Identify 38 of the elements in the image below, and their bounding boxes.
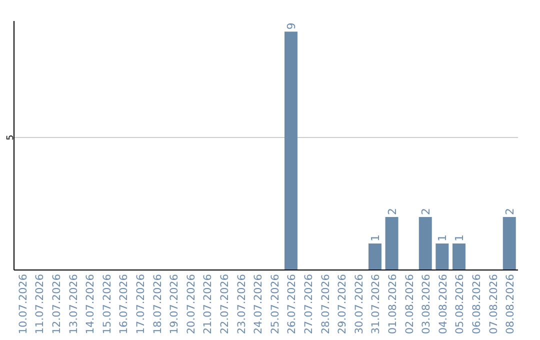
x-tick-label: 08.08.2026 bbox=[504, 274, 517, 334]
x-tick-label: 14.07.2026 bbox=[84, 274, 97, 334]
data-label: 2 bbox=[503, 208, 516, 216]
x-tick-label: 02.08.2026 bbox=[404, 274, 416, 334]
x-tick-label: 13.07.2026 bbox=[68, 274, 80, 334]
x-tick-label: 07.08.2026 bbox=[488, 274, 500, 334]
x-tick-label: 16.07.2026 bbox=[118, 274, 130, 334]
x-tick-label: 23.07.2026 bbox=[236, 274, 248, 334]
data-label: 1 bbox=[452, 234, 466, 242]
x-tick-label: 10.07.2026 bbox=[17, 274, 30, 334]
x-tick-label: 19.07.2026 bbox=[168, 274, 181, 334]
data-label: 1 bbox=[436, 234, 450, 242]
x-tick-label: 01.08.2026 bbox=[387, 274, 399, 334]
x-tick-label: 24.07.2026 bbox=[252, 274, 265, 334]
x-tick-label: 12.07.2026 bbox=[51, 274, 63, 334]
x-tick-label: 27.07.2026 bbox=[303, 274, 315, 334]
data-label: 2 bbox=[386, 208, 399, 216]
x-tick-label: 28.07.2026 bbox=[320, 274, 332, 334]
x-tick-label: 29.07.2026 bbox=[336, 274, 349, 334]
x-tick-label: 22.07.2026 bbox=[219, 274, 231, 334]
x-tick-label: 30.07.2026 bbox=[353, 274, 366, 334]
data-label: 1 bbox=[368, 234, 382, 242]
x-tick-label: 20.07.2026 bbox=[185, 274, 198, 334]
x-tick-label: 17.07.2026 bbox=[135, 274, 147, 334]
x-tick-label: 31.07.2026 bbox=[370, 274, 382, 334]
x-tick-label: 21.07.2026 bbox=[202, 274, 214, 334]
y-tick-label: 5 bbox=[6, 134, 16, 140]
x-tick-label: 18.07.2026 bbox=[152, 274, 164, 334]
data-label: 9 bbox=[284, 22, 298, 30]
data-label: 2 bbox=[419, 208, 432, 216]
x-tick-label: 11.07.2026 bbox=[34, 274, 46, 334]
x-tick-label: 04.08.2026 bbox=[437, 274, 450, 334]
x-tick-label: 25.07.2026 bbox=[269, 274, 282, 334]
x-tick-label: 26.07.2026 bbox=[286, 274, 298, 334]
x-tick-label: 03.08.2026 bbox=[420, 274, 433, 334]
x-tick-label: 15.07.2026 bbox=[101, 274, 114, 334]
x-tick-label: 06.08.2026 bbox=[471, 274, 483, 334]
x-tick-label: 05.08.2026 bbox=[454, 274, 466, 334]
